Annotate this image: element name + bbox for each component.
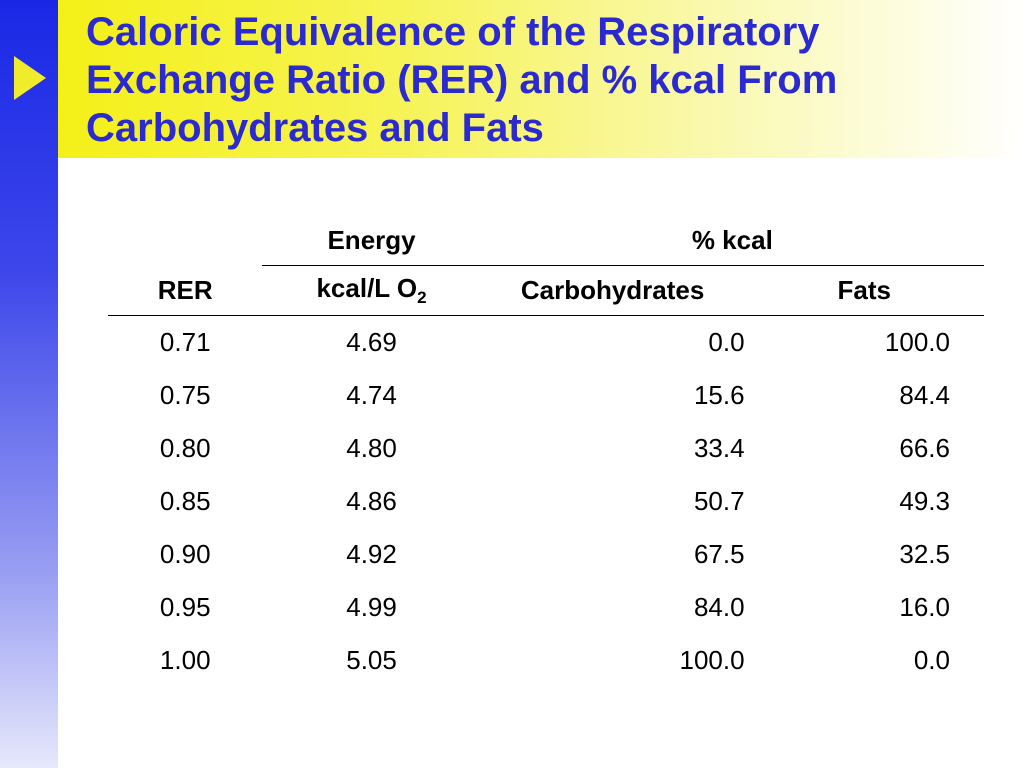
- table-row: 0.75 4.74 15.6 84.4: [108, 369, 984, 422]
- cell-fats: 16.0: [899, 592, 950, 622]
- side-bar: [0, 0, 58, 768]
- table-row: 0.80 4.80 33.4 66.6: [108, 422, 984, 475]
- cell-fats: 32.5: [899, 539, 950, 569]
- cell-rer: 0.75: [159, 380, 211, 410]
- column-header-row: RER kcal/L O2 Carbohydrates Fats: [108, 265, 984, 316]
- column-header-fats: Fats: [744, 265, 984, 316]
- cell-rer: 0.71: [159, 327, 211, 357]
- group-header-row: Energy % kcal: [108, 215, 984, 266]
- slide-title: Caloric Equivalence of the Respiratory E…: [86, 10, 838, 150]
- energy-unit-subscript: 2: [417, 288, 427, 307]
- cell-energy: 4.74: [346, 380, 397, 410]
- cell-fats: 49.3: [899, 486, 950, 516]
- cell-carbohydrates: 67.5: [693, 539, 745, 569]
- cell-energy: 5.05: [346, 645, 397, 675]
- column-header-rer: RER: [108, 265, 263, 316]
- cell-rer: 0.85: [159, 486, 211, 516]
- cell-energy: 4.92: [346, 539, 397, 569]
- column-header-carbohydrates: Carbohydrates: [480, 265, 745, 316]
- cell-fats: 84.4: [899, 380, 950, 410]
- table-row: 1.00 5.05 100.0 0.0: [108, 634, 984, 687]
- cell-energy: 4.99: [346, 592, 397, 622]
- rer-table: Energy % kcal RER kcal/L O2 Carbohydrate…: [108, 215, 984, 687]
- table-row: 0.95 4.99 84.0 16.0: [108, 581, 984, 634]
- group-header-pct-kcal: % kcal: [480, 215, 984, 266]
- energy-unit-label: kcal/L O: [316, 273, 418, 303]
- table-row: 0.71 4.69 0.0 100.0: [108, 316, 984, 370]
- cell-carbohydrates: 100.0: [679, 645, 745, 675]
- table-row: 0.85 4.86 50.7 49.3: [108, 475, 984, 528]
- cell-carbohydrates: 84.0: [693, 592, 745, 622]
- title-band: [58, 0, 1024, 158]
- cell-rer: 0.95: [159, 592, 211, 622]
- cell-energy: 4.86: [346, 486, 397, 516]
- cell-fats: 0.0: [913, 645, 950, 675]
- cell-rer: 0.90: [159, 539, 211, 569]
- table-row: 0.90 4.92 67.5 32.5: [108, 528, 984, 581]
- play-arrow-icon: [14, 56, 46, 100]
- group-header-energy: Energy: [262, 215, 481, 266]
- cell-fats: 66.6: [899, 433, 950, 463]
- group-header-empty: [108, 215, 262, 266]
- cell-energy: 4.69: [346, 327, 397, 357]
- cell-carbohydrates: 33.4: [693, 433, 745, 463]
- cell-fats: 100.0: [884, 327, 950, 357]
- cell-carbohydrates: 50.7: [693, 486, 745, 516]
- cell-carbohydrates: 15.6: [693, 380, 745, 410]
- cell-rer: 0.80: [159, 433, 211, 463]
- cell-carbohydrates: 0.0: [708, 327, 745, 357]
- column-header-energy-unit: kcal/L O2: [262, 265, 481, 316]
- cell-rer: 1.00: [159, 645, 211, 675]
- cell-energy: 4.80: [346, 433, 397, 463]
